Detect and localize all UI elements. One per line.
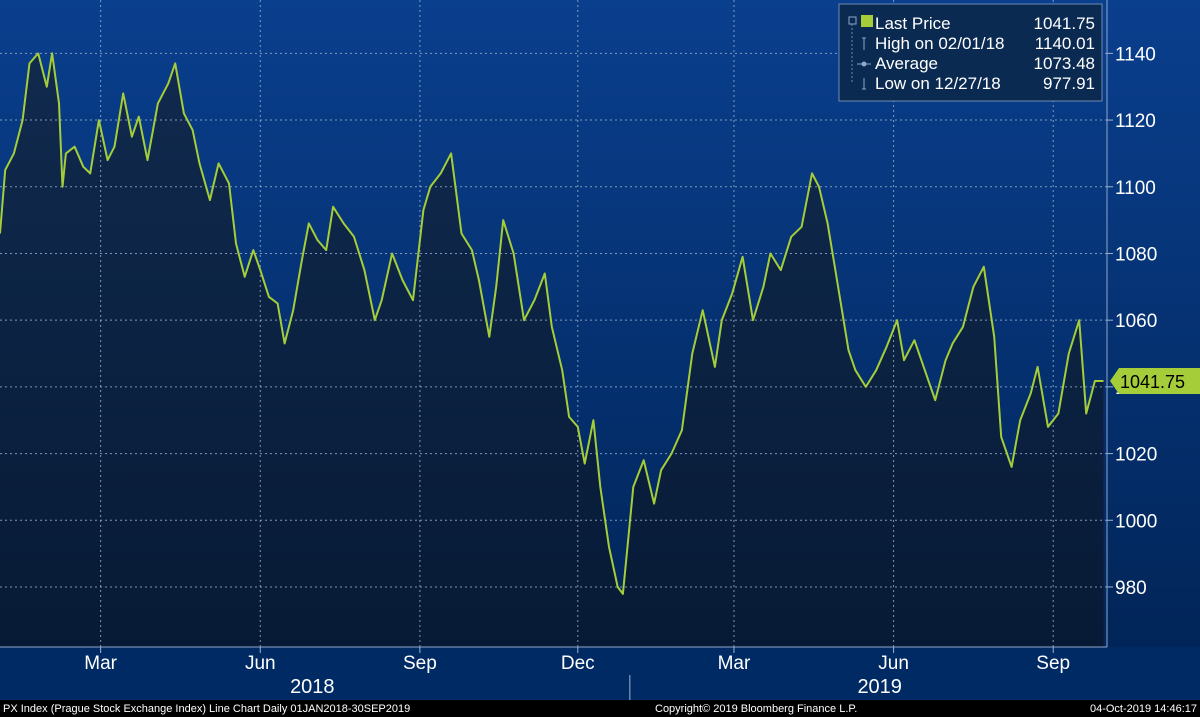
legend-label-last-price: Last Price [875, 14, 951, 33]
y-tick-label: 1140 [1115, 44, 1156, 65]
y-tick-label: 1060 [1115, 311, 1157, 332]
y-tick-label: 1120 [1115, 111, 1156, 132]
footer-copyright: Copyright© 2019 Bloomberg Finance L.P. [655, 703, 857, 715]
axis-band [0, 647, 1200, 700]
y-tick-label: 980 [1115, 578, 1147, 599]
x-tick-label: Sep [1036, 653, 1070, 674]
x-tick-label: Sep [403, 653, 437, 674]
legend-value-high: 1140.01 [1035, 34, 1095, 53]
x-tick-label: Dec [561, 653, 595, 674]
price-area [0, 53, 1104, 648]
x-year-label: 2019 [857, 676, 902, 698]
y-tick-label: 1020 [1115, 445, 1157, 466]
low-marker-icon [862, 78, 866, 90]
legend-value-average: 1073.48 [1034, 54, 1095, 73]
x-axis: Mar Jun Sep Dec Mar Jun Sep 2018 2019 [84, 647, 1070, 700]
x-tick-label: Mar [718, 653, 751, 674]
average-marker-icon [857, 61, 871, 67]
legend-box [838, 3, 1103, 102]
legend: Last Price 1041.75 High on 02/01/18 1140… [838, 3, 1103, 102]
legend-label-low: Low on 12/27/18 [875, 74, 1001, 93]
x-tick-label: Jun [245, 653, 276, 674]
y-tick-label: 1000 [1115, 511, 1157, 532]
legend-value-last-price: 1041.75 [1034, 14, 1095, 33]
x-tick-label: Jun [878, 653, 909, 674]
last-price-series-line [0, 52, 1104, 595]
high-marker-icon [862, 37, 866, 50]
x-tick-label: Mar [84, 653, 117, 674]
footer-description: PX Index (Prague Stock Exchange Index) L… [3, 703, 410, 715]
legend-label-average: Average [875, 54, 938, 73]
last-price-tag-shape [1110, 368, 1200, 395]
footer-timestamp: 04-Oct-2019 14:46:17 [1090, 703, 1197, 715]
y-tick-label: 1080 [1115, 244, 1157, 265]
legend-value-low: 977.91 [1043, 74, 1095, 93]
legend-label-high: High on 02/01/18 [875, 34, 1005, 53]
last-price-tag: 1041.75 [1110, 368, 1200, 395]
legend-square-marker-icon [861, 15, 873, 27]
x-year-label: 2018 [290, 676, 335, 698]
last-price-tag-value: 1041.75 [1120, 372, 1185, 392]
footer-band [0, 700, 1200, 717]
y-tick-label: 1100 [1115, 178, 1156, 199]
y-axis: 98010001020104010601080110011201140 [1107, 44, 1157, 599]
